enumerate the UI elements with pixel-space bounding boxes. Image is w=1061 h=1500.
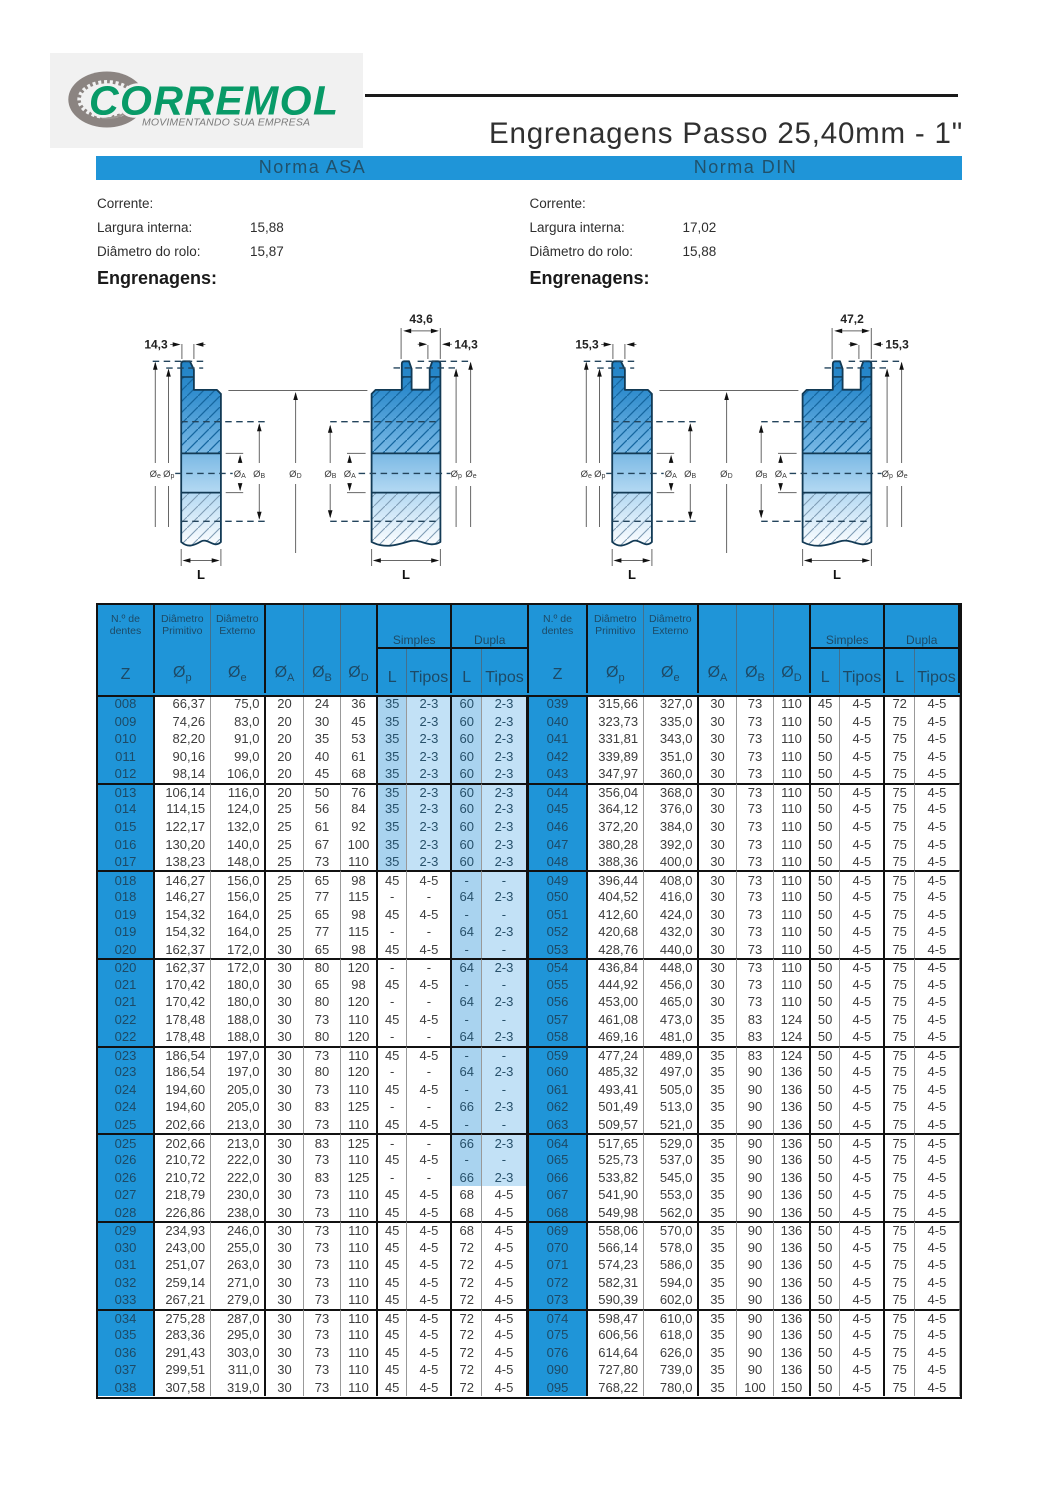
svg-text:14,3: 14,3 — [454, 338, 478, 352]
svg-text:Øe: Øe — [465, 469, 476, 480]
svg-text:Øp: Øp — [594, 469, 605, 480]
svg-text:47,2: 47,2 — [840, 312, 864, 326]
svg-text:ØA: ØA — [344, 469, 356, 480]
svg-text:L: L — [628, 567, 636, 582]
svg-text:Øp: Øp — [882, 469, 893, 480]
svg-text:ØA: ØA — [665, 469, 677, 480]
svg-text:Øe: Øe — [581, 469, 592, 480]
svg-text:L: L — [833, 567, 841, 582]
svg-text:ØB: ØB — [253, 469, 265, 480]
svg-text:15,3: 15,3 — [885, 338, 909, 352]
svg-text:Øe: Øe — [896, 469, 907, 480]
svg-text:ØD: ØD — [289, 469, 301, 480]
svg-text:ØB: ØB — [684, 469, 696, 480]
svg-text:ØB: ØB — [324, 469, 336, 480]
svg-text:L: L — [402, 567, 410, 582]
svg-text:MOVIMENTANDO SUA EMPRESA: MOVIMENTANDO SUA EMPRESA — [142, 117, 311, 129]
svg-text:ØD: ØD — [720, 469, 732, 480]
svg-text:Øp: Øp — [163, 469, 174, 480]
svg-text:ØB: ØB — [755, 469, 767, 480]
svg-text:ØA: ØA — [234, 469, 246, 480]
svg-text:Øe: Øe — [150, 469, 161, 480]
svg-text:CORREMOL: CORREMOL — [89, 78, 338, 124]
svg-text:15,3: 15,3 — [575, 338, 599, 352]
svg-text:ØA: ØA — [775, 469, 787, 480]
svg-text:43,6: 43,6 — [409, 312, 433, 326]
svg-text:L: L — [197, 567, 205, 582]
svg-text:14,3: 14,3 — [144, 338, 168, 352]
svg-text:Øp: Øp — [451, 469, 462, 480]
